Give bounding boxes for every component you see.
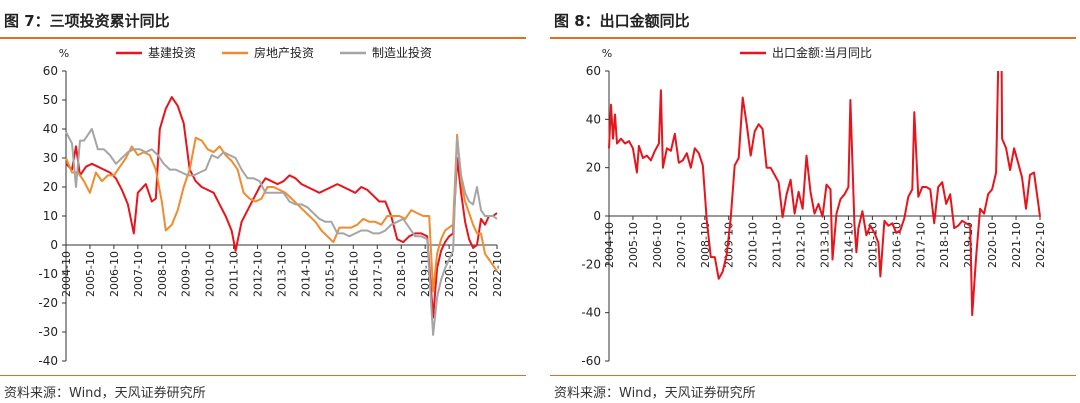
x-tick-label: 2006-10 xyxy=(108,251,121,297)
legend-label: 房地产投资 xyxy=(254,45,314,60)
figure-7-top-rule xyxy=(0,37,526,39)
legend-label: 制造业投资 xyxy=(372,45,432,60)
x-tick-label: 2017-10 xyxy=(914,222,927,268)
x-tick-label: 2016-10 xyxy=(890,222,903,268)
x-tick-label: 2013-10 xyxy=(276,251,289,297)
y-tick-label: 50 xyxy=(43,93,58,107)
y-tick-label: -40 xyxy=(38,354,58,368)
figure-8-chart: % -60 -40 -20 0 20 40 60 2004-10 2005-10 2006-10 20… xyxy=(581,45,1047,368)
x-tick-label: 2014-10 xyxy=(299,251,312,297)
y-tick-label: -60 xyxy=(581,354,601,368)
x-tick-label: 2009-10 xyxy=(180,251,193,297)
x-tick-label: 2022-10 xyxy=(1034,222,1047,268)
x-tick-label: 2012-10 xyxy=(252,251,265,297)
y-tick-label: 30 xyxy=(43,151,58,165)
legend-label: 出口金额:当月同比 xyxy=(772,45,872,60)
y-tick-label: 40 xyxy=(586,112,601,126)
x-tick-label: 2018-10 xyxy=(395,251,408,297)
figure-8-bottom-rule xyxy=(550,375,1076,376)
x-tick-label: 2004-10 xyxy=(603,222,616,268)
figure-7-chart: % -40 -30 -20 -10 0 10 20 30 40 50 60 2004-10 2005-10… xyxy=(38,45,504,368)
x-tick-label: 2012-10 xyxy=(795,222,808,268)
legend-label: 基建投资 xyxy=(148,45,196,60)
x-tick-label: 2006-10 xyxy=(651,222,664,268)
x-tick-label: 2011-10 xyxy=(771,222,784,268)
y-tick-label: 10 xyxy=(43,209,58,223)
y-tick-label: -20 xyxy=(38,296,58,310)
x-tick-label: 2014-10 xyxy=(842,222,855,268)
x-tick-label: 2005-10 xyxy=(627,222,640,268)
x-tick-label: 2021-10 xyxy=(467,251,480,297)
series-line xyxy=(65,128,498,336)
y-tick-label: -30 xyxy=(38,325,58,339)
x-tick-label: 2005-10 xyxy=(84,251,97,297)
plot-area xyxy=(608,71,1041,317)
y-tick-label: 20 xyxy=(586,161,601,175)
series-line xyxy=(608,71,1041,317)
x-tick-label: 2010-10 xyxy=(747,222,760,268)
x-tick-label: 2021-10 xyxy=(1010,222,1023,268)
figure-8-top-rule xyxy=(550,37,1076,39)
plot-area xyxy=(65,96,498,336)
y-tick-label: 0 xyxy=(593,209,601,223)
y-tick-label: 40 xyxy=(43,122,58,136)
figure-8-source: 资料来源：Wind，天风证券研究所 xyxy=(554,386,756,401)
y-tick-label: -20 xyxy=(581,257,601,271)
y-tick-label: -40 xyxy=(581,306,601,320)
x-tick-label: 2011-10 xyxy=(228,251,241,297)
x-tick-label: 2017-10 xyxy=(371,251,384,297)
y-axis-unit-label: % xyxy=(602,47,612,60)
figure-8-title: 图 8：出口金额同比 xyxy=(554,12,690,30)
y-tick-label: -10 xyxy=(38,267,58,281)
x-tick-label: 2020-10 xyxy=(443,251,456,297)
x-tick-label: 2013-10 xyxy=(819,222,832,268)
x-tick-label: 2015-10 xyxy=(866,222,879,268)
x-tick-label: 2016-10 xyxy=(347,251,360,297)
y-tick-label: 0 xyxy=(50,238,58,252)
x-tick-label: 2020-10 xyxy=(986,222,999,268)
x-tick-label: 2007-10 xyxy=(132,251,145,297)
figure-7-bottom-rule xyxy=(0,375,526,376)
figure-7-title: 图 7：三项投资累计同比 xyxy=(4,12,170,30)
x-tick-label: 2019-10 xyxy=(962,222,975,268)
figure-8-panel: 图 8：出口金额同比 % -60 -40 -20 0 20 40 60 2004-10 2005-… xyxy=(550,0,1080,403)
y-axis-unit-label: % xyxy=(59,47,69,60)
y-tick-label: 60 xyxy=(586,64,601,78)
series-line xyxy=(65,96,498,319)
figure-7-source: 资料来源：Wind，天风证券研究所 xyxy=(4,386,206,401)
x-tick-label: 2022-10 xyxy=(491,251,504,297)
x-tick-label: 2008-10 xyxy=(156,251,169,297)
figure-7-panel: 图 7：三项投资累计同比 % -40 -30 -20 -10 0 10 20 30 40 50 60 2… xyxy=(0,12,526,401)
x-tick-label: 2004-10 xyxy=(60,251,73,297)
y-tick-label: 20 xyxy=(43,180,58,194)
x-tick-label: 2010-10 xyxy=(204,251,217,297)
x-tick-label: 2018-10 xyxy=(938,222,951,268)
y-tick-label: 60 xyxy=(43,64,58,78)
x-tick-label: 2007-10 xyxy=(675,222,688,268)
x-tick-label: 2015-10 xyxy=(323,251,336,297)
